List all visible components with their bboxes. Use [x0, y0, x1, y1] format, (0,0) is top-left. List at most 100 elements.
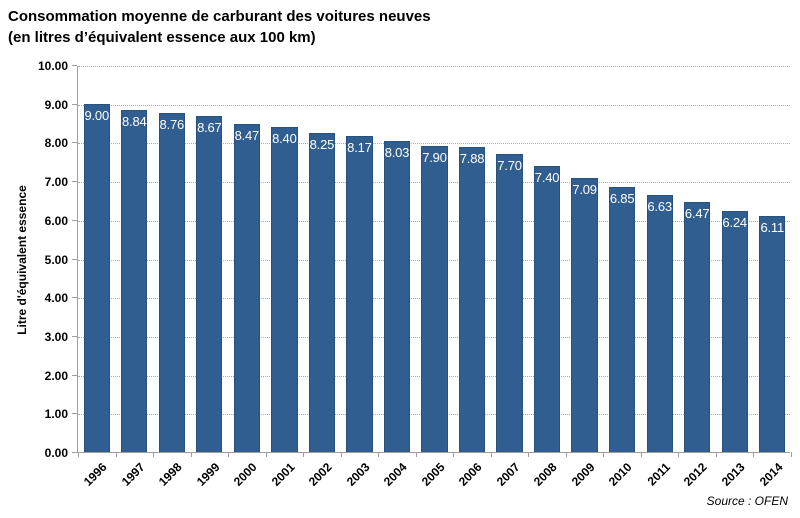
bar: 6.24	[721, 210, 748, 452]
y-tick-mark	[72, 65, 77, 66]
bar-value-label: 8.03	[384, 145, 410, 161]
x-tick-mark	[641, 452, 642, 457]
bar: 7.90	[421, 146, 448, 452]
y-tick-mark	[72, 297, 77, 299]
bar-value-label: 7.90	[422, 150, 447, 166]
y-tick-label: 6.00	[44, 213, 68, 228]
x-tick-mark	[566, 452, 567, 457]
y-tick-label: 0.00	[44, 446, 68, 460]
bar: 8.03	[383, 141, 411, 452]
chart-title: Consommation moyenne de carburant des vo…	[8, 6, 431, 48]
bar: 6.11	[759, 215, 786, 452]
bar-value-label: 6.47	[684, 205, 710, 221]
bar: 6.85	[608, 186, 636, 452]
y-tick-label: 5.00	[44, 252, 68, 267]
x-tick-mark	[116, 452, 117, 457]
plot-area: 9.00 8.84 8.76 8.67 8.47 8.40 8.25 8.17 8.03 7.90…	[72, 65, 792, 457]
y-tick-mark	[72, 335, 77, 337]
y-tick-label: 8.00	[44, 136, 68, 151]
bar-value-label: 8.67	[197, 120, 222, 136]
bar: 7.88	[458, 147, 486, 452]
x-tick-label: 2005	[418, 460, 448, 489]
y-tick-label: 4.00	[44, 291, 68, 306]
bar: 8.25	[308, 132, 336, 452]
bar-value-label: 7.70	[497, 158, 522, 174]
bar-value-label: 8.76	[159, 117, 185, 132]
x-tick-mark	[191, 452, 192, 457]
x-tick-label: 1996	[80, 460, 110, 489]
chart-title-line2: (en litres d’équivalent essence aux 100 …	[8, 29, 316, 46]
bar: 6.63	[646, 195, 673, 452]
y-axis-tick-labels: 0.00 1.00 2.00 3.00 4.00 5.00 6.00 7.00 8.00 9.00…	[0, 59, 68, 460]
x-tick-label: 2002	[306, 460, 335, 489]
bar: 8.40	[271, 126, 298, 452]
bar: 8.84	[121, 109, 148, 452]
x-tick-mark	[378, 452, 379, 457]
x-tick-mark	[266, 452, 267, 457]
x-tick-mark	[303, 452, 304, 457]
x-tick-label: 2010	[606, 460, 636, 489]
x-tick-label: 2008	[531, 460, 560, 489]
x-tick-label: 2011	[644, 460, 673, 489]
bar-value-label: 9.00	[84, 107, 110, 123]
bar: 7.09	[571, 177, 598, 452]
x-tick-label: 2014	[756, 460, 786, 489]
bar-value-label: 8.25	[309, 136, 335, 152]
bar-value-label: 7.09	[572, 181, 597, 197]
x-tick-mark	[153, 452, 154, 457]
x-tick-mark	[678, 452, 679, 457]
bar: 7.40	[533, 165, 561, 452]
y-tick-label: 3.00	[44, 329, 68, 344]
source-note: Source : OFEN	[706, 494, 788, 508]
y-tick-mark	[72, 452, 77, 453]
bar-value-label: 8.47	[234, 128, 260, 144]
x-tick-label: 2006	[456, 460, 485, 489]
x-tick-mark	[228, 452, 229, 457]
bar: 9.00	[83, 103, 110, 452]
x-tick-label: 2007	[493, 460, 523, 489]
x-tick-label: 2004	[381, 460, 410, 489]
x-tick-mark	[416, 452, 417, 457]
y-tick-mark	[72, 258, 77, 260]
y-tick-mark	[72, 103, 77, 105]
y-tick-label: 9.00	[44, 97, 68, 112]
x-tick-label: 2012	[681, 460, 711, 489]
x-tick-mark	[491, 452, 492, 457]
y-tick-mark	[72, 219, 77, 221]
bar: 8.76	[158, 113, 185, 452]
bar-value-label: 8.84	[122, 113, 147, 129]
y-tick-label: 1.00	[44, 407, 68, 422]
x-tick-label: 2009	[568, 460, 598, 489]
gridline	[78, 143, 790, 145]
x-tick-label: 2000	[230, 460, 260, 489]
bar-value-label: 7.40	[534, 169, 560, 185]
bar-value-label: 8.40	[272, 130, 297, 146]
x-tick-label: 1999	[193, 460, 223, 489]
x-tick-label: 2003	[343, 460, 373, 489]
x-tick-label: 2001	[268, 460, 298, 489]
y-tick-mark	[72, 413, 77, 415]
gridline	[78, 66, 790, 67]
x-tick-mark	[341, 452, 342, 457]
gridline	[78, 104, 790, 106]
y-tick-mark	[72, 374, 77, 376]
bar-value-label: 7.88	[459, 151, 485, 167]
x-tick-label: 1998	[155, 460, 185, 489]
x-tick-mark	[716, 452, 717, 457]
x-tick-mark	[78, 452, 79, 457]
x-tick-label: 2013	[718, 460, 748, 489]
x-tick-mark	[528, 452, 529, 457]
y-tick-mark	[72, 181, 77, 183]
x-tick-label: 1997	[118, 460, 148, 489]
bar-value-label: 6.11	[760, 219, 784, 235]
bar: 7.70	[496, 154, 523, 452]
bar: 8.47	[233, 124, 260, 452]
bar: 8.67	[196, 116, 223, 452]
y-tick-mark	[72, 142, 77, 144]
y-tick-label: 7.00	[44, 175, 68, 190]
x-tick-mark	[603, 452, 604, 457]
x-tick-mark	[753, 452, 754, 457]
bar: 8.17	[346, 135, 373, 452]
x-tick-mark	[453, 452, 454, 457]
